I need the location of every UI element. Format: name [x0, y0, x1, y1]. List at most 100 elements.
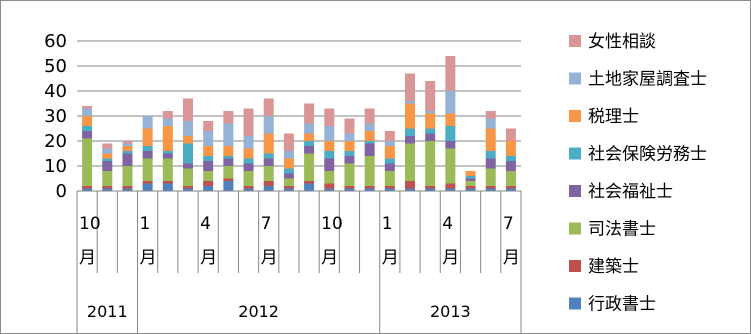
- bar-14-series-2: [364, 156, 375, 186]
- bar-2-series-6: [122, 143, 133, 146]
- bar-0-series-4: [82, 126, 93, 131]
- bar-3-series-4: [142, 146, 153, 151]
- month-label-15: 1: [382, 214, 393, 234]
- y-tick-label-40: 40: [44, 81, 67, 102]
- bar-1-series-5: [102, 153, 113, 159]
- bar-4-series-3: [162, 153, 173, 159]
- bar-15-series-7: [384, 131, 395, 141]
- bar-7-series-7: [223, 111, 234, 124]
- bar-16-series-0: [405, 188, 415, 191]
- bar-16-series-3: [405, 136, 415, 144]
- bar-4-series-0: [162, 183, 173, 191]
- bar-6-series-4: [203, 156, 214, 161]
- bar-10-series-0: [283, 188, 294, 191]
- bar-14-series-5: [364, 131, 375, 141]
- bar-4-series-4: [162, 151, 173, 154]
- bar-4-series-7: [162, 111, 173, 119]
- bar-11-series-6: [304, 123, 315, 134]
- bar-12-series-4: [324, 151, 335, 159]
- bar-4-series-6: [162, 118, 173, 126]
- year-label-2013: 2013: [430, 302, 471, 321]
- bar-14-series-4: [364, 141, 375, 144]
- bar-19-series-3: [465, 178, 476, 181]
- bar-18-series-7: [445, 56, 456, 91]
- bar-8-series-6: [243, 136, 254, 149]
- bar-21-series-0: [505, 188, 516, 191]
- bar-6-series-2: [203, 171, 214, 181]
- bar-13-series-0: [344, 188, 355, 191]
- bar-3-series-0: [142, 183, 153, 191]
- bar-20-series-4: [485, 151, 496, 159]
- bar-1-series-1: [102, 186, 113, 189]
- bar-18-series-3: [445, 141, 456, 149]
- legend-label-2: 税理士: [588, 107, 639, 127]
- legend-label-5: 司法書士: [588, 220, 656, 240]
- bar-1-series-2: [102, 171, 113, 186]
- bar-0-series-3: [82, 131, 93, 139]
- bar-21-series-3: [505, 161, 516, 171]
- bar-1-series-4: [102, 158, 113, 161]
- axes: 0 10 20 30 40 50 60 10 月 1 月 4 月 7 月 10 月 1 月 4 月 7 月 2011 2012 2…: [44, 31, 522, 333]
- month-label-0: 10: [79, 214, 101, 234]
- bar-13-series-3: [344, 156, 355, 164]
- bar-19-series-0: [465, 188, 476, 191]
- bar-12-series-7: [324, 108, 335, 126]
- bar-12-series-6: [324, 126, 335, 141]
- bar-5-series-7: [183, 98, 193, 121]
- bar-3-series-3: [142, 151, 153, 159]
- bar-15-series-0: [384, 188, 395, 191]
- bar-10-series-4: [283, 168, 294, 174]
- bar-3-series-1: [142, 181, 153, 184]
- bar-2-series-7: [122, 141, 133, 144]
- bar-15-series-2: [384, 171, 395, 186]
- bar-20-series-1: [485, 186, 496, 189]
- bar-5-series-4: [183, 143, 193, 164]
- y-tick-label-60: 60: [44, 31, 67, 52]
- bar-8-series-2: [243, 171, 254, 186]
- month-suffix-21: 月: [503, 248, 520, 268]
- bar-17-series-3: [425, 133, 436, 141]
- bar-14-series-7: [364, 108, 375, 124]
- bar-19-series-4: [465, 176, 476, 179]
- bar-13-series-4: [344, 151, 355, 156]
- year-label-2012: 2012: [238, 302, 279, 321]
- bar-13-series-6: [344, 133, 355, 141]
- bar-7-series-6: [223, 123, 234, 146]
- bar-10-series-1: [283, 186, 294, 189]
- month-label-6: 4: [200, 214, 211, 234]
- bar-11-series-0: [304, 183, 315, 191]
- bar-13-series-5: [344, 141, 355, 151]
- bar-10-series-2: [283, 178, 294, 186]
- bar-17-series-5: [425, 113, 436, 129]
- bar-16-series-7: [405, 73, 415, 101]
- month-label-21: 7: [503, 214, 514, 234]
- y-tick-label-20: 20: [44, 131, 67, 152]
- bar-6-series-6: [203, 131, 214, 146]
- month-label-12: 10: [321, 214, 343, 234]
- month-suffix-0: 月: [79, 248, 96, 268]
- bar-0-series-2: [82, 138, 93, 186]
- bar-13-series-1: [344, 186, 355, 189]
- bar-4-series-5: [162, 126, 173, 151]
- bar-15-series-3: [384, 163, 395, 171]
- bar-9-series-6: [263, 116, 274, 134]
- bar-6-series-3: [203, 161, 214, 171]
- legend-swatch-2: [569, 110, 581, 122]
- bar-13-series-2: [344, 163, 355, 186]
- bar-17-series-4: [425, 128, 436, 134]
- bar-2-series-0: [122, 188, 133, 191]
- bar-15-series-6: [384, 141, 395, 146]
- legend-swatch-7: [569, 297, 581, 310]
- legend-swatch-1: [569, 72, 581, 85]
- bar-1-series-0: [102, 188, 113, 191]
- bar-21-series-1: [505, 186, 516, 189]
- bar-3-series-2: [142, 158, 153, 181]
- month-label-3: 1: [140, 214, 151, 234]
- bar-16-series-5: [405, 103, 415, 129]
- bar-11-series-4: [304, 141, 315, 146]
- bar-14-series-1: [364, 186, 375, 189]
- bar-12-series-0: [324, 188, 335, 191]
- bar-2-series-2: [122, 166, 133, 186]
- bar-20-series-5: [485, 128, 496, 151]
